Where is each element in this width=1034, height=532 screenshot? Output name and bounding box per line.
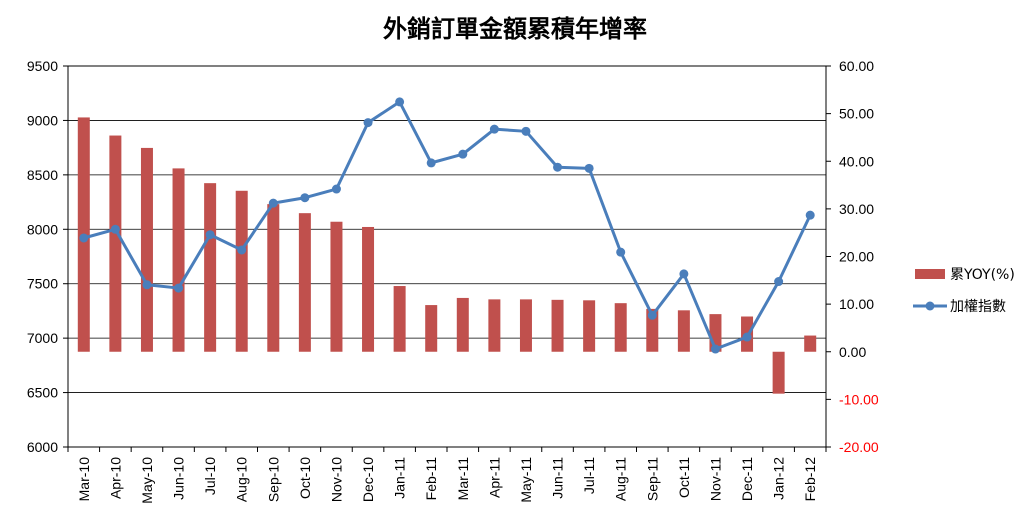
x-tick-label: May-11: [518, 457, 534, 503]
left-tick-label: 7000: [27, 330, 58, 346]
legend-swatch-marker: [925, 301, 935, 311]
line-point: [79, 233, 89, 243]
bar: [267, 204, 280, 352]
x-tick-label: Jan-11: [392, 457, 408, 499]
x-tick-label: Sep-11: [644, 457, 660, 501]
bar: [109, 135, 122, 352]
legend: 累YOY(%) 加權指數: [913, 267, 1015, 315]
left-tick-label: 9500: [27, 58, 58, 74]
left-tick-label: 6000: [27, 439, 58, 455]
bar: [772, 351, 785, 394]
x-tick-label: Feb-11: [423, 457, 439, 501]
axes: [63, 65, 831, 452]
right-tick-label: 10.00: [839, 296, 874, 312]
line-point: [553, 162, 563, 172]
line-point: [584, 163, 594, 173]
x-tick-label: Jun-10: [171, 457, 187, 500]
line-point: [237, 245, 247, 255]
bar: [425, 305, 438, 352]
x-tick-label: Dec-11: [739, 457, 755, 501]
x-tick-label: Nov-10: [328, 457, 344, 502]
right-tick-label: 0.00: [839, 344, 866, 360]
bar: [488, 299, 501, 352]
x-tick-label: Apr-10: [107, 457, 123, 499]
line-point: [710, 344, 720, 354]
x-tick-label: Jun-11: [550, 457, 566, 499]
x-tick-label: Jul-10: [202, 457, 218, 495]
bar: [456, 297, 469, 352]
line-point: [679, 269, 689, 279]
line-point: [426, 158, 436, 168]
bar: [235, 190, 248, 352]
line-point: [363, 118, 373, 128]
x-tick-label: Aug-10: [234, 457, 250, 502]
x-tick-label: Jul-11: [581, 457, 597, 494]
x-tick-label: Aug-11: [613, 457, 629, 501]
line-point: [489, 124, 499, 134]
bar: [677, 310, 690, 352]
left-tick-label: 8000: [27, 221, 58, 237]
line-point: [110, 224, 120, 234]
right-tick-label: 20.00: [839, 249, 874, 265]
gridlines: [68, 120, 826, 393]
right-tick-label: 50.00: [839, 106, 874, 122]
right-tick-label: 60.00: [839, 58, 874, 74]
right-tick-label: -10.00: [839, 391, 879, 407]
x-tick-label: Feb-12: [802, 457, 818, 502]
line-point: [647, 310, 657, 320]
line-point: [616, 247, 626, 257]
x-tick-label: Sep-10: [265, 457, 281, 502]
x-tick-label: Mar-11: [455, 457, 471, 501]
line-point: [774, 277, 784, 287]
legend-label-line: 加權指數: [950, 299, 1006, 315]
bar: [362, 226, 375, 352]
line-point: [268, 198, 278, 208]
legend-swatch-bar: [915, 269, 945, 279]
line-point: [205, 230, 215, 240]
tick-labels: 9500 9000 8500 8000 7500 7000 6500 6000 60.00 50.…: [27, 58, 879, 504]
line-point: [174, 283, 184, 293]
bar: [646, 308, 659, 352]
line-point: [458, 149, 468, 159]
x-tick-label: Apr-11: [486, 457, 502, 498]
line-point: [300, 193, 310, 203]
line-point: [395, 97, 405, 107]
x-tick-label: Dec-10: [360, 457, 376, 502]
x-tick-label: Jan-12: [771, 457, 787, 500]
left-tick-label: 7500: [27, 276, 58, 292]
x-tick-label: Oct-11: [676, 457, 692, 498]
bar-series: [77, 117, 817, 394]
bar: [519, 299, 532, 352]
line-point: [742, 332, 752, 342]
x-tick-label: Mar-10: [76, 457, 92, 502]
bar: [298, 213, 311, 352]
bar: [140, 147, 153, 352]
legend-label-bar: 累YOY(%): [950, 267, 1015, 283]
right-tick-label: -20.00: [839, 439, 879, 455]
left-tick-label: 8500: [27, 167, 58, 183]
bar: [172, 168, 185, 352]
line-point: [142, 280, 152, 290]
bar: [204, 183, 217, 352]
left-tick-label: 6500: [27, 385, 58, 401]
bar: [583, 300, 596, 352]
x-tick-label: May-10: [139, 457, 155, 504]
bar: [330, 221, 343, 352]
right-tick-label: 30.00: [839, 201, 874, 217]
line-series: [79, 97, 815, 354]
line-point: [331, 184, 341, 194]
x-tick-label: Oct-10: [297, 457, 313, 499]
line-point: [521, 126, 531, 136]
series-line: [83, 100, 812, 351]
bar: [551, 299, 564, 352]
chart-title: 外銷訂單金額累積年增率: [383, 15, 647, 43]
line-point: [805, 210, 815, 220]
right-tick-label: 40.00: [839, 153, 874, 169]
bar: [614, 303, 627, 352]
left-tick-label: 9000: [27, 112, 58, 128]
bar: [393, 286, 406, 352]
x-tick-label: Nov-11: [707, 457, 723, 501]
bar: [804, 335, 817, 352]
